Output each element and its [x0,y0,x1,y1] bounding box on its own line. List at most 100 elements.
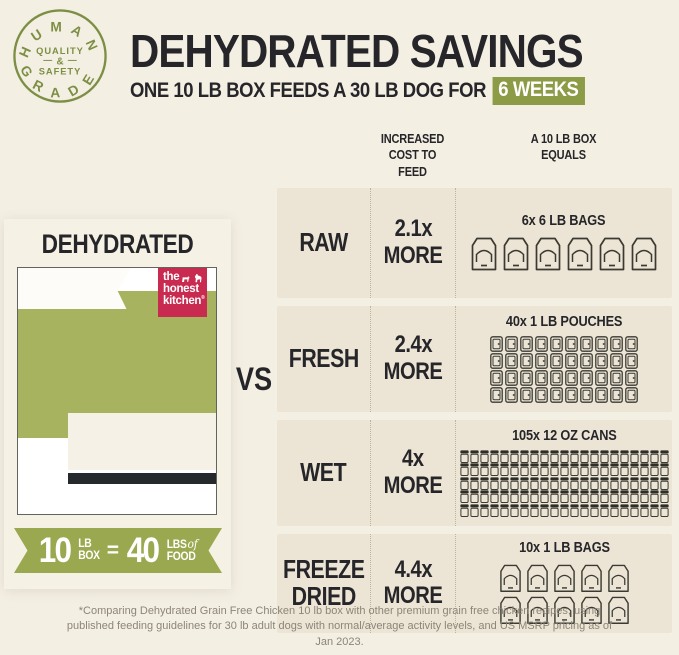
bag-icon [471,237,497,271]
bag-icon [526,564,548,593]
icon-row [490,352,638,369]
icon-row [459,463,669,477]
can-icon [579,490,589,504]
can-icon [619,490,629,504]
can-icon [589,450,599,463]
can-icon [509,450,519,463]
can-icon [649,477,659,490]
can-icon [609,504,619,517]
pouch-icon [595,335,608,352]
can-icon [549,450,559,463]
can-icon [579,504,589,517]
can-icon [529,490,539,504]
can-icon [629,450,639,463]
can-icon [479,463,489,477]
can-icon [619,477,629,490]
pouch-icon [535,352,548,369]
page-title: DEHYDRATED SAVINGS [130,25,584,77]
pouch-icon [595,386,608,403]
dehydrated-panel-title: DEHYDRATED [41,229,194,259]
row-label: RAW [299,227,348,258]
ribbon-of-label: of [187,536,198,551]
cost-multiplier: 2.1x [394,215,432,243]
pouch-icon [520,335,533,352]
footnote: *Comparing Dehydrated Grain Free Chicken… [66,604,613,648]
can-icon [479,504,489,517]
can-icon [529,504,539,517]
pouch-icon [520,386,533,403]
comparison-table: INCREASED COST TO FEED A 10 LB BOX EQUAL… [277,131,672,641]
pouch-icon [580,369,593,386]
can-icon [569,450,579,463]
box-white-flap [18,268,131,309]
icon-row [498,562,631,593]
can-icon [499,490,509,504]
pouch-icon [505,386,518,403]
can-icon [549,463,559,477]
bag-icon [553,596,575,625]
can-icon [459,504,469,517]
pouch-icon [550,386,563,403]
can-icon [499,463,509,477]
bag-icon [499,564,521,593]
can-icon [599,504,609,517]
can-icon [579,450,589,463]
icon-row [459,504,669,517]
can-icon [489,490,499,504]
can-icon [519,490,529,504]
can-icon [539,477,549,490]
pouch-icon [550,352,563,369]
can-icon [529,477,539,490]
row-label: FRESH [288,343,359,374]
pouch-icon [550,335,563,352]
pouch-icon [610,352,623,369]
can-icon [509,477,519,490]
more-label: MORE [383,357,443,385]
ribbon-lb-label: LB [77,537,92,550]
can-icon [519,504,529,517]
can-icon [599,477,609,490]
badge-quality-text: QUALITY [36,46,84,56]
can-icon [589,477,599,490]
page-subtitle: ONE 10 LB BOX FEEDS A 30 LB DOG FOR 6 WE… [130,77,585,105]
ribbon-box-label: BOX [77,549,100,562]
can-icon [519,477,529,490]
badge-safety-text: SAFETY [39,67,82,77]
can-icon [469,477,479,490]
can-icon [489,504,499,517]
can-icon [639,477,649,490]
can-icon [559,490,569,504]
ribbon-qty-10: 10 [38,530,72,570]
row-label: WET [300,457,347,488]
can-icon [529,463,539,477]
can-icon [589,504,599,517]
can-icon [539,504,549,517]
can-icon [519,450,529,463]
can-icon [529,450,539,463]
can-icon [619,504,629,517]
header-box-equals: A 10 LB BOX EQUALS [530,132,597,163]
can-icon [489,450,499,463]
can-icon [569,477,579,490]
can-icon [459,490,469,504]
can-icon [649,504,659,517]
can-icon [499,477,509,490]
bag-icon [580,596,602,625]
icon-grid [498,561,631,626]
can-icon [469,463,479,477]
header-increased-cost: INCREASED COST TO FEED [380,132,445,179]
can-icon [599,450,609,463]
pouch-icon [565,386,578,403]
cat-dog-icon [182,273,202,283]
can-icon [539,490,549,504]
ribbon-qty-40: 40 [126,530,160,570]
can-icon [479,450,489,463]
pouch-icon [505,369,518,386]
can-icon [499,450,509,463]
can-icon [629,490,639,504]
can-icon [459,450,469,463]
dehydrated-panel: DEHYDRATED the honest kitchen® 10 [4,219,231,589]
bag-icon [567,237,593,271]
can-icon [539,450,549,463]
logo-word-the: the [163,271,180,283]
